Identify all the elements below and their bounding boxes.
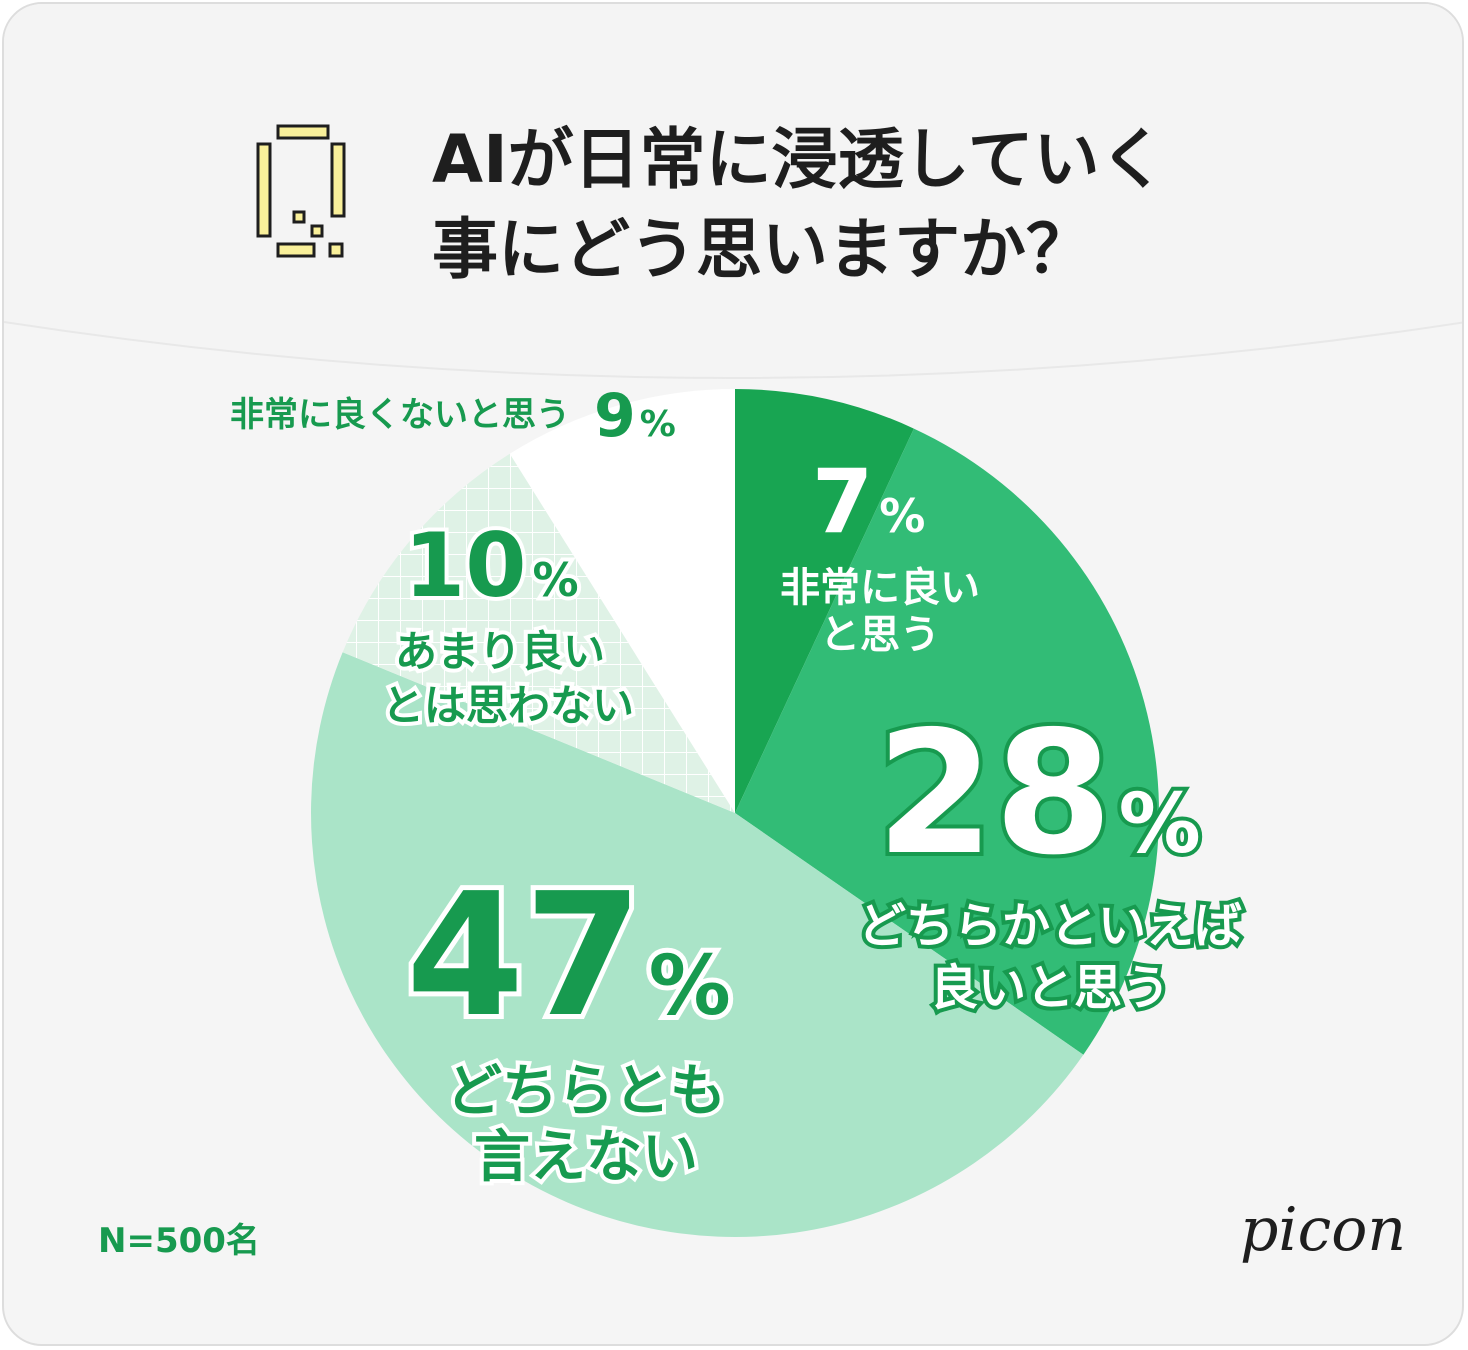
slice-very-bad: [509, 389, 735, 813]
slice-name-very-good-1: 非常に良い: [780, 565, 980, 611]
slice-pct-very-good: 7%: [812, 450, 925, 553]
pct-value-very-good: 7: [812, 450, 873, 553]
slice-pct-neutral: 47%: [406, 857, 731, 1055]
title-line-2: 事にどう思いますか？: [432, 211, 1092, 288]
pie: [311, 389, 1160, 1237]
pct-value-neutral: 47: [406, 857, 643, 1055]
pct-value-somewhat-good: 28: [876, 695, 1113, 893]
slice-name-not-good-2: とは思わない: [382, 681, 634, 730]
header-band: [4, 4, 1462, 378]
slice-name-very-good-2: と思う: [820, 612, 940, 658]
slice-label-neutral: 47% どちらとも 言えない: [401, 852, 736, 1194]
slice-name-not-good-1: あまり良い: [395, 627, 605, 676]
slice-somewhat-good: [735, 428, 1160, 1055]
title-line-1: AIが日常に浸透していく: [432, 121, 1166, 198]
slice-label-very-bad: 非常に良くないと思う 9%: [230, 381, 676, 451]
slice-label-very-good: 7% 非常に良い と思う: [780, 450, 980, 658]
slice-name-neutral-1: どちらとも: [446, 1059, 726, 1124]
slice-name-neutral-2: 言えない: [474, 1125, 698, 1190]
slice-name-very-bad: 非常に良くないと思う: [230, 395, 570, 435]
slice-label-not-good: 10% あまり良い とは思わない: [378, 510, 638, 734]
pct-sign-very-bad: %: [640, 404, 676, 445]
pct-sign-somewhat-good: %: [1119, 777, 1201, 872]
slice-name-somewhat-good-1: どちらかといえば: [858, 898, 1242, 954]
slice-neutral: [311, 652, 1084, 1237]
pct-value-not-good: 10: [404, 514, 526, 617]
header-divider: [4, 321, 1462, 379]
pct-sign-very-good: %: [879, 489, 925, 543]
slice-not-good: [342, 453, 735, 813]
pct-value-very-bad: 9: [594, 381, 636, 451]
slice-name-somewhat-good-2: 良いと思う: [930, 960, 1170, 1016]
slice-pct-very-bad: 9%: [594, 381, 676, 451]
slice-label-somewhat-good: 28% どちらかといえば 良いと思う: [854, 691, 1246, 1020]
pct-sign-neutral: %: [649, 939, 731, 1034]
chart-canvas: AIが日常に浸透していく 事にどう思いますか？ 7% 非常に良い と思う 28%…: [4, 4, 1462, 1265]
sample-size: N=500名: [98, 1221, 260, 1261]
smartphone-icon: [256, 124, 346, 258]
brand-logo: picon: [1240, 1195, 1406, 1265]
slice-very-good: [735, 389, 914, 813]
slice-pct-somewhat-good: 28%: [876, 695, 1201, 893]
pct-sign-not-good: %: [532, 553, 578, 607]
slice-pct-not-good: 10%: [404, 514, 579, 617]
